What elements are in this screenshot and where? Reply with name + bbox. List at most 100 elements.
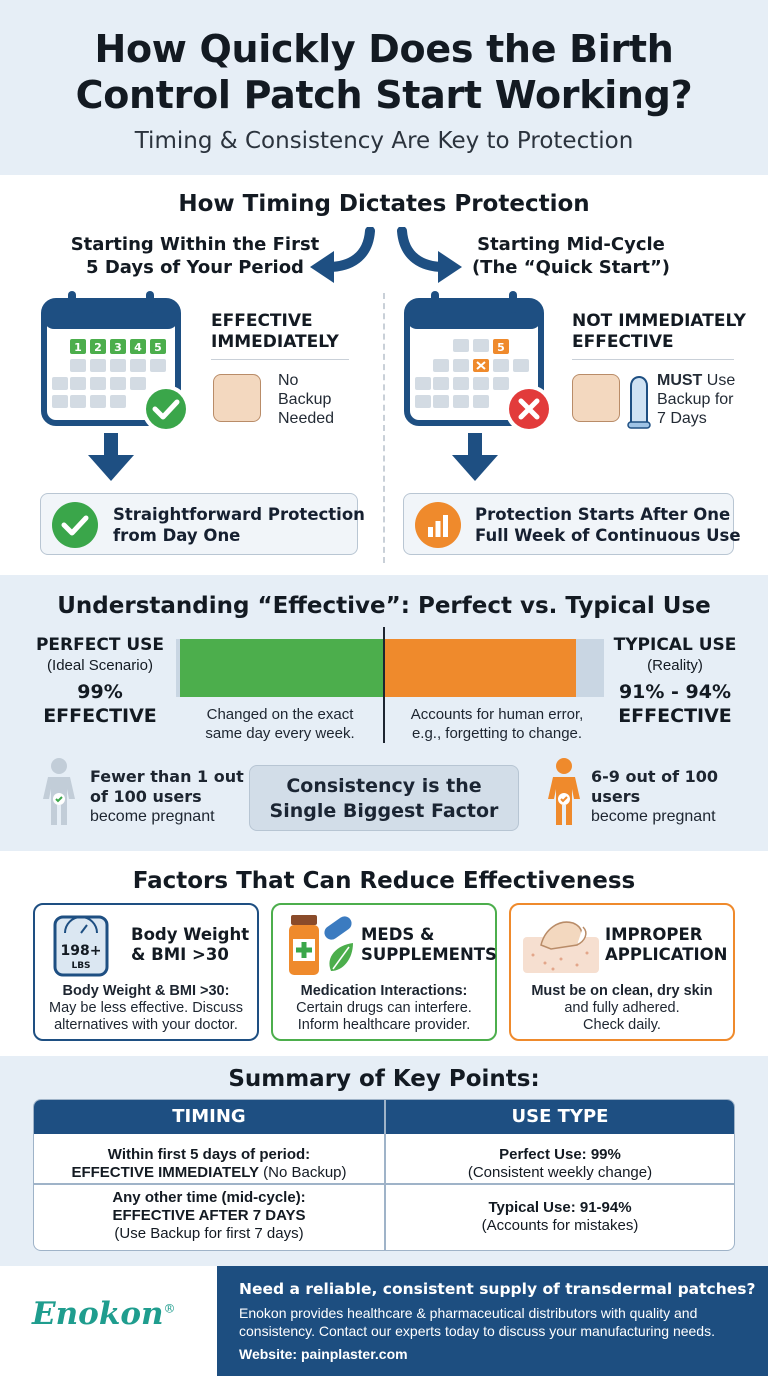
timing-title: How Timing Dictates Protection	[178, 191, 590, 217]
consistency-callout: Consistency is the Single Biggest Factor	[249, 765, 519, 831]
r1c1-line-1: Within first 5 days of period:	[107, 1146, 311, 1163]
effectiveness-title: Understanding “Effective”: Perfect vs. T…	[57, 593, 711, 619]
summary-column-divider	[384, 1100, 386, 1250]
right-status: NOT IMMEDIATELY EFFECTIVE	[572, 311, 746, 353]
right-note-line-2: Backup for	[657, 391, 734, 408]
right-note-line-1: Use	[702, 372, 736, 389]
typical-pregnancy-stat: 6-9 out of 100 users become pregnant	[591, 767, 718, 826]
left-result-line-2: from Day One	[113, 526, 241, 545]
logo-text: Enokon	[32, 1296, 164, 1332]
perfect-use-label: PERFECT USE (Ideal Scenario) 99% EFFECTI…	[30, 635, 170, 728]
title-line-2: Control Patch Start Working?	[75, 73, 693, 117]
footer-body: Enokon provides healthcare & pharmaceuti…	[239, 1304, 715, 1340]
left-note-line-1: No	[278, 372, 299, 389]
perfect-pregnancy-stat: Fewer than 1 out of 100 users become pre…	[90, 767, 244, 826]
column-divider	[383, 293, 385, 563]
right-title-line-1: Starting Mid-Cycle	[477, 234, 665, 255]
consistency-line-1: Consistency is the	[286, 775, 482, 797]
enokon-logo: Enokon®	[32, 1296, 176, 1332]
right-note-bold: MUST	[657, 372, 703, 389]
r2c2-line-2: (Accounts for mistakes)	[481, 1217, 639, 1234]
calendar-day-3: 3	[114, 341, 122, 354]
left-status-line-1: EFFECTIVE	[211, 311, 313, 331]
weight-body-line-1: May be less effective. Discuss	[49, 1000, 243, 1016]
table-row: Perfect Use: 99% (Consistent weekly chan…	[384, 1146, 734, 1182]
left-status: EFFECTIVE IMMEDIATELY	[211, 311, 339, 353]
meds-head-line-1: MEDS &	[361, 925, 435, 944]
header: How Quickly Does the Birth Control Patch…	[0, 0, 768, 175]
meds-body-bold: Medication Interactions:	[300, 983, 468, 999]
r2c1-line-3: (Use Backup for first 7 days)	[114, 1225, 304, 1242]
factors-section: Factors That Can Reduce Effectiveness 19…	[0, 851, 768, 1056]
weight-heading: Body Weight & BMI >30	[131, 925, 249, 965]
perfect-preg-line-3: become pregnant	[90, 808, 215, 825]
typical-use-sub: (Reality)	[647, 657, 703, 674]
weight-body-line-2: alternatives with your doctor.	[54, 1017, 238, 1033]
calendar-icon: 1 2 3 4 5	[41, 291, 190, 433]
typical-note-line-2: e.g., forgetting to change.	[411, 725, 583, 742]
perfect-note-line-2: same day every week.	[205, 725, 355, 742]
meds-heading: MEDS & SUPPLEMENTS	[361, 925, 497, 965]
r1c1-bold: EFFECTIVE IMMEDIATELY	[71, 1164, 259, 1181]
application-heading: IMPROPER APPLICATION	[605, 925, 727, 965]
application-head-line-1: IMPROPER	[605, 925, 703, 944]
typical-use-effective: EFFECTIVE	[618, 705, 732, 727]
consistency-line-2: Single Biggest Factor	[269, 800, 499, 822]
weight-body: Body Weight & BMI >30: May be less effec…	[43, 983, 249, 1034]
footer-body-line-2: consistency. Contact our experts today t…	[239, 1323, 715, 1339]
right-note: MUST Use Backup for 7 Days	[657, 371, 735, 428]
weight-head-line-2: & BMI >30	[131, 945, 229, 964]
typical-use-bar	[385, 639, 576, 697]
left-result-line-1: Straightforward Protection	[113, 505, 365, 524]
typical-use-heading: TYPICAL USE	[613, 635, 737, 655]
application-body-line-1: and fully adhered.	[564, 1000, 680, 1016]
calendar-icon-midcycle: 5	[404, 291, 553, 433]
perfect-use-heading: PERFECT USE	[35, 635, 165, 655]
perfect-preg-line-1: Fewer than 1 out	[90, 767, 244, 786]
curved-arrow-left-icon	[310, 227, 375, 283]
patch-icon	[213, 374, 261, 422]
right-column-title: Starting Mid-Cycle (The “Quick Start”)	[416, 233, 726, 279]
r1c2-line-2: (Consistent weekly change)	[467, 1164, 653, 1181]
perfect-note-line-1: Changed on the exact	[206, 706, 354, 723]
page-subtitle: Timing & Consistency Are Key to Protecti…	[134, 128, 634, 154]
scale-reading: 198+	[61, 943, 102, 959]
meds-body-line-1: Certain drugs can interfere.	[296, 1000, 472, 1016]
website-link[interactable]: Website: painplaster.com	[239, 1346, 408, 1362]
factor-card-meds: MEDS & SUPPLEMENTS Medication Interactio…	[271, 903, 497, 1041]
application-body-bold: Must be on clean, dry skin	[531, 983, 713, 999]
footer-cta-panel: Need a reliable, consistent supply of tr…	[217, 1266, 768, 1376]
perfect-use-effective: EFFECTIVE	[43, 705, 157, 727]
table-row: Typical Use: 91-94% (Accounts for mistak…	[384, 1199, 734, 1235]
scale-unit: LBS	[71, 961, 90, 971]
factors-title: Factors That Can Reduce Effectiveness	[132, 868, 636, 894]
right-result-text: Protection Starts After One Full Week of…	[475, 504, 741, 546]
typical-use-note: Accounts for human error, e.g., forgetti…	[392, 705, 602, 743]
r2c1-line-1: Any other time (mid-cycle):	[112, 1189, 306, 1206]
factor-card-weight: 198+ LBS Body Weight & BMI >30 Body Weig…	[33, 903, 259, 1041]
left-note: No Backup Needed	[278, 371, 334, 428]
left-result-text: Straightforward Protection from Day One	[113, 504, 365, 546]
r1c2-line-1: Perfect Use: 99%	[499, 1146, 621, 1163]
right-status-divider	[572, 359, 734, 360]
summary-title: Summary of Key Points:	[228, 1066, 540, 1092]
r2c2-line-1: Typical Use: 91-94%	[488, 1199, 632, 1216]
perfect-use-sub: (Ideal Scenario)	[47, 657, 153, 674]
left-status-line-2: IMMEDIATELY	[211, 332, 339, 352]
left-title-line-1: Starting Within the First	[70, 234, 320, 255]
footer-body-line-1: Enokon provides healthcare & pharmaceuti…	[239, 1305, 698, 1321]
typical-use-label: TYPICAL USE (Reality) 91% - 94% EFFECTIV…	[604, 635, 746, 728]
peeling-patch-icon	[523, 921, 599, 973]
summary-section: Summary of Key Points: TIMING USE TYPE W…	[0, 1056, 768, 1266]
left-note-line-3: Needed	[278, 410, 335, 427]
person-icon-typical	[548, 758, 580, 825]
weight-body-bold: Body Weight & BMI >30:	[62, 983, 230, 999]
person-icon	[43, 758, 75, 825]
left-note-line-2: Backup	[278, 391, 332, 408]
left-result-box	[40, 493, 358, 555]
application-body-line-2: Check daily.	[583, 1017, 661, 1033]
typical-note-line-1: Accounts for human error,	[410, 706, 584, 723]
effectiveness-bar	[176, 639, 604, 697]
calendar-day-2: 2	[94, 341, 102, 354]
left-status-divider	[211, 359, 349, 360]
